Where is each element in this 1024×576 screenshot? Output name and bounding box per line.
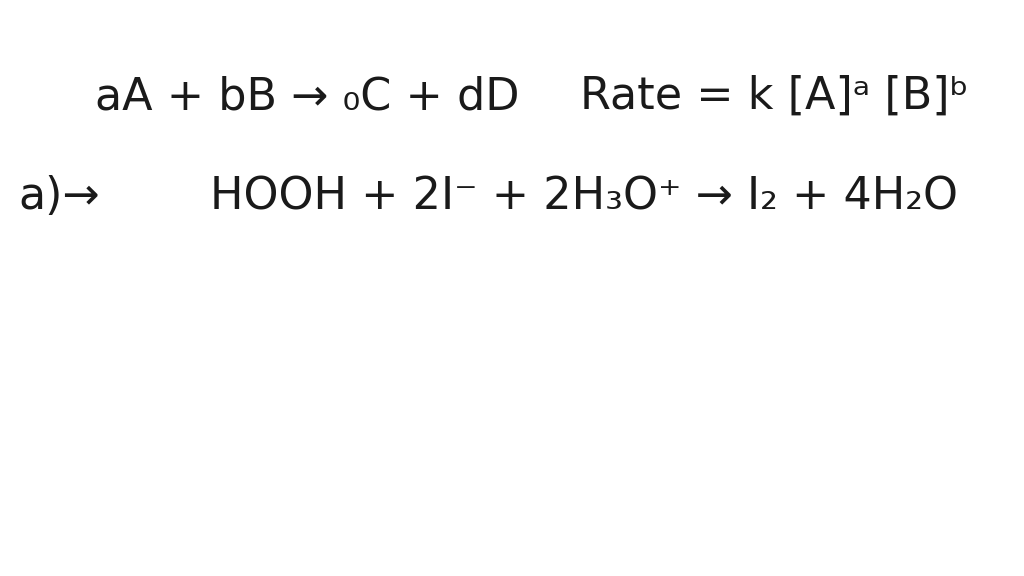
Text: Rate = k [A]ᵃ [B]ᵇ: Rate = k [A]ᵃ [B]ᵇ [580,75,969,118]
Text: a)→: a)→ [18,175,99,218]
Text: HOOH + 2I⁻ + 2H₃O⁺ → I₂ + 4H₂O: HOOH + 2I⁻ + 2H₃O⁺ → I₂ + 4H₂O [210,175,958,218]
Text: aA + bB → ₀C + dD: aA + bB → ₀C + dD [95,75,519,118]
